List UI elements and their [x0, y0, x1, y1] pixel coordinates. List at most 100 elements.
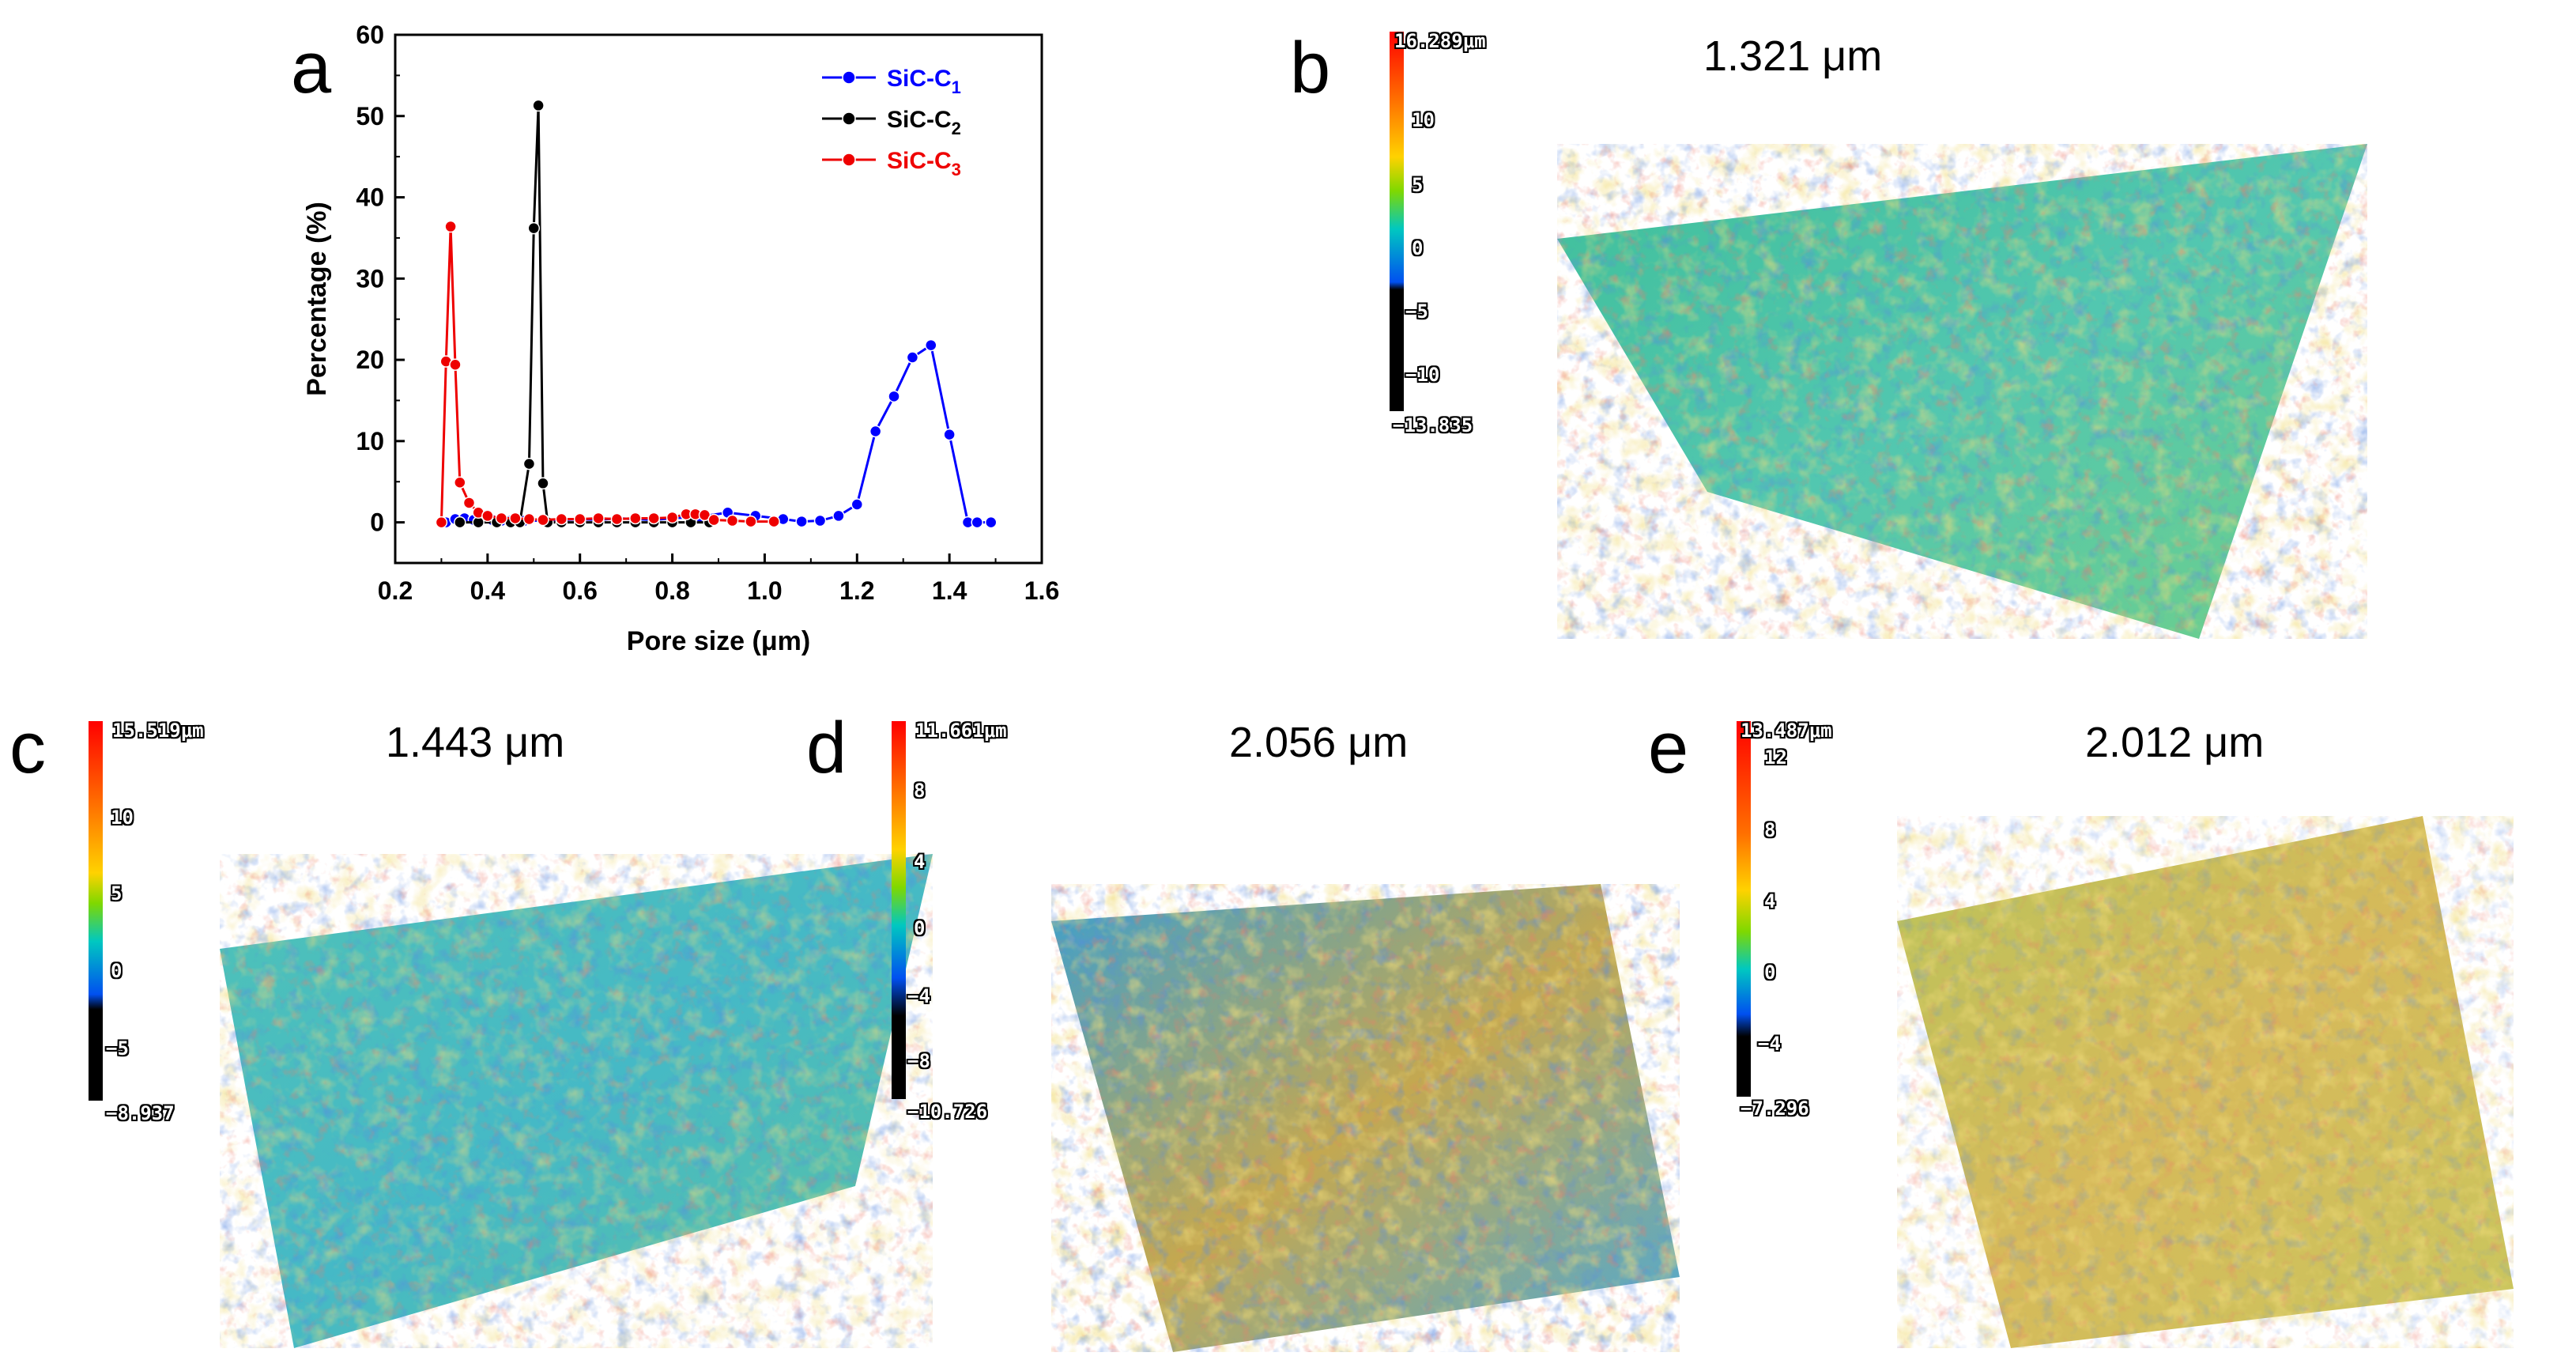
- data-point-series-3: [522, 512, 536, 526]
- data-point-series-2: [522, 457, 536, 470]
- roughness-value-d: 2.056 μm: [1229, 719, 1409, 766]
- data-point-series-3: [745, 515, 757, 528]
- data-point-series-2: [527, 221, 541, 235]
- data-point-series-1: [888, 390, 900, 403]
- scale-min-e: −7.296: [1741, 1097, 1809, 1120]
- scale-max-d: 11.661μm: [915, 720, 1007, 742]
- x-tick-label: 1.0: [747, 576, 782, 605]
- panel-letter-d: d: [806, 708, 847, 788]
- scale-tick-c: −5: [106, 1037, 129, 1060]
- color-scale-bar-e: [1737, 721, 1751, 1097]
- data-point-series-3: [555, 512, 568, 526]
- surface-map-e: [1897, 816, 2514, 1348]
- scale-tick-b: −10: [1405, 364, 1440, 386]
- x-tick-label: 0.6: [562, 576, 597, 605]
- data-point-series-3: [629, 512, 642, 525]
- legend-subscript-1: 1: [952, 77, 961, 97]
- data-point-series-2: [537, 477, 549, 490]
- data-point-series-1: [850, 498, 864, 511]
- scale-min-c: −8.937: [106, 1102, 175, 1124]
- data-point-series-2: [532, 99, 545, 112]
- legend-subscript-3: 3: [952, 160, 961, 179]
- scale-min-d: −10.726: [907, 1101, 988, 1123]
- legend-marker-1: [842, 70, 856, 85]
- panel-letter-c: c: [9, 708, 46, 788]
- scale-tick-b: 0: [1412, 237, 1424, 259]
- scale-tick-b: 5: [1412, 174, 1424, 196]
- data-point-series-1: [869, 425, 882, 438]
- data-point-series-3: [509, 512, 522, 525]
- data-point-series-1: [925, 338, 937, 352]
- data-point-series-3: [768, 515, 780, 528]
- panel-letter-e: e: [1648, 708, 1689, 788]
- scale-tick-e: −4: [1758, 1033, 1781, 1055]
- scale-tick-c: 5: [111, 882, 123, 905]
- data-point-series-1: [971, 516, 983, 529]
- scale-tick-d: −4: [907, 985, 930, 1007]
- y-tick-label: 30: [356, 264, 384, 293]
- data-point-series-3: [454, 476, 466, 489]
- x-axis-label: Pore size (μm): [627, 626, 810, 656]
- scale-min-b: −13.835: [1393, 414, 1473, 436]
- roughness-value-e: 2.012 μm: [2085, 719, 2265, 766]
- scale-max-b: 16.289μm: [1394, 30, 1486, 52]
- data-point-series-3: [707, 513, 720, 527]
- data-point-series-3: [444, 220, 457, 233]
- x-tick-label: 1.4: [932, 576, 967, 605]
- roughness-value-c: 1.443 μm: [386, 719, 565, 766]
- x-tick-label: 1.2: [839, 576, 874, 605]
- data-point-series-3: [481, 509, 494, 523]
- data-point-series-3: [726, 514, 739, 527]
- scale-max-e: 13.487μm: [1741, 720, 1832, 742]
- surface-map-d: [1051, 884, 1680, 1352]
- data-point-series-3: [573, 512, 586, 526]
- scale-tick-d: 8: [914, 780, 926, 802]
- color-scale-bar-b: [1390, 32, 1404, 411]
- data-point-series-3: [462, 497, 476, 509]
- y-axis-label: Percentage (%): [302, 202, 332, 396]
- data-point-series-3: [610, 512, 624, 526]
- scale-tick-e: 12: [1764, 746, 1787, 769]
- y-tick-label: 40: [356, 183, 384, 212]
- data-point-series-3: [449, 358, 462, 371]
- color-scale-bar-d: [892, 721, 906, 1099]
- x-tick-label: 1.6: [1024, 576, 1059, 605]
- data-point-series-1: [984, 516, 998, 529]
- scale-tick-e: 8: [1764, 819, 1776, 841]
- data-point-series-2: [454, 516, 466, 529]
- data-point-series-3: [647, 512, 660, 525]
- data-point-series-3: [666, 511, 679, 524]
- data-point-series-1: [832, 509, 845, 523]
- x-tick-label: 0.4: [470, 576, 506, 605]
- y-tick-label: 60: [356, 21, 384, 49]
- scale-tick-e: 0: [1764, 961, 1776, 984]
- data-point-series-3: [495, 512, 508, 525]
- panel-letter-a: a: [291, 28, 332, 108]
- data-point-series-1: [795, 515, 808, 528]
- scale-tick-b: −5: [1405, 300, 1428, 323]
- y-tick-label: 50: [356, 102, 384, 130]
- scale-tick-c: 0: [111, 960, 123, 982]
- legend-marker-2: [842, 111, 856, 126]
- x-tick-label: 0.2: [378, 576, 413, 605]
- y-tick-label: 20: [356, 346, 384, 374]
- scale-tick-c: 10: [111, 807, 134, 829]
- roughness-value-b: 1.321 μm: [1703, 32, 1883, 80]
- scale-tick-d: −8: [907, 1050, 930, 1072]
- surface-map-b: [1557, 144, 2367, 639]
- legend-subscript-2: 2: [952, 119, 961, 138]
- color-scale-bar-c: [89, 721, 103, 1101]
- data-point-series-3: [435, 516, 448, 529]
- data-point-series-3: [592, 512, 605, 525]
- scale-tick-b: 10: [1412, 109, 1435, 131]
- scale-tick-d: 4: [914, 851, 926, 873]
- data-point-series-1: [943, 428, 956, 441]
- surface-map-c: [220, 854, 933, 1348]
- data-point-series-3: [537, 513, 549, 527]
- scale-tick-d: 0: [914, 917, 926, 939]
- legend-marker-3: [842, 153, 856, 167]
- x-tick-label: 0.8: [654, 576, 689, 605]
- y-tick-label: 0: [370, 508, 384, 537]
